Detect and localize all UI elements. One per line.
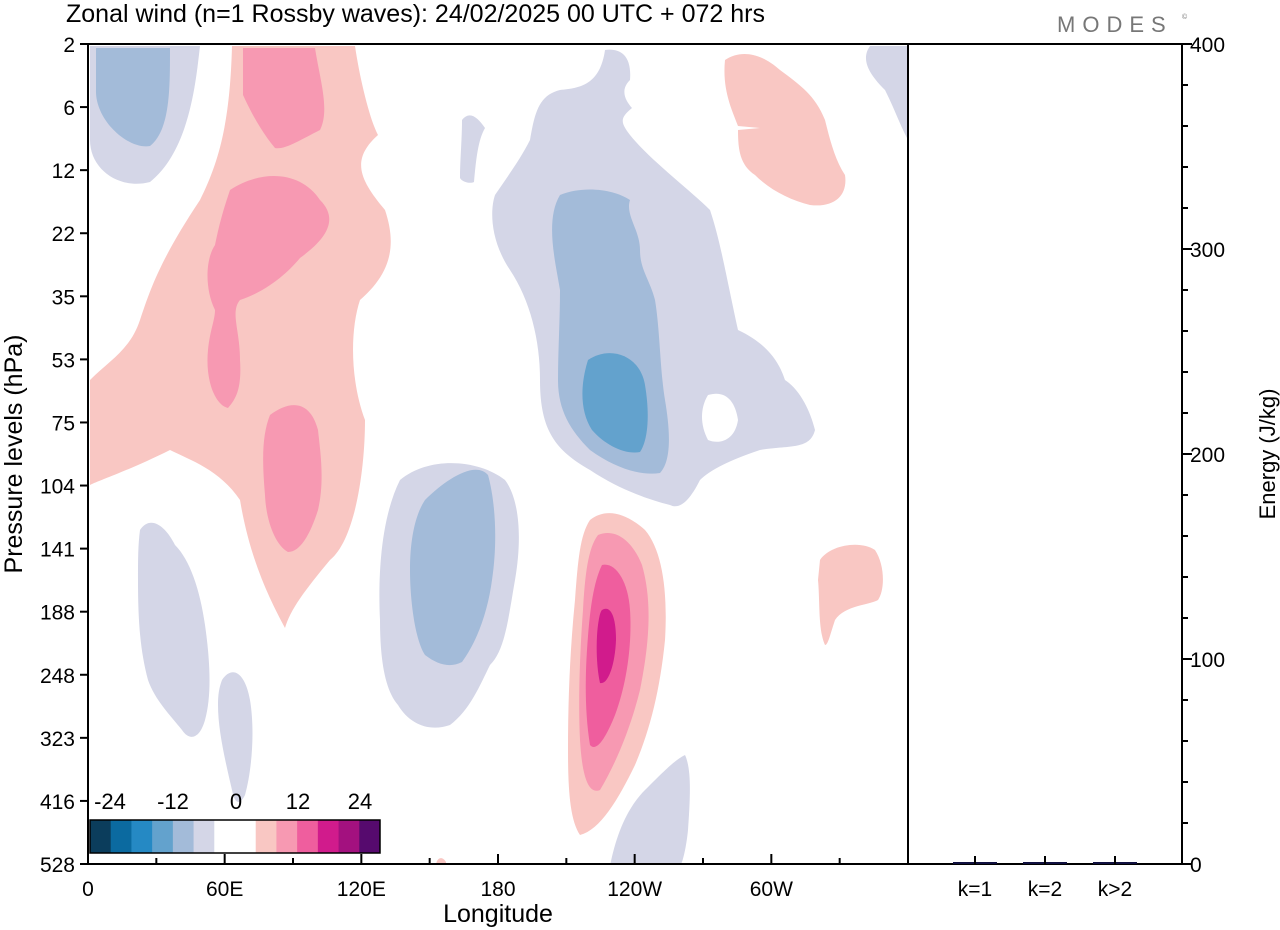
y-tick-label: 22 (52, 223, 75, 246)
y-tick-label: 6 (63, 97, 75, 120)
y-axis-ticks: 2 6 12 22 35 53 75 104 141 188 248 323 416 528 (40, 34, 88, 877)
energy-bar-label: k>2 (1098, 878, 1132, 901)
contour-pos-4-east (818, 544, 883, 645)
colorbar-swatch (214, 820, 236, 853)
contour-pos-16-jet (596, 608, 616, 684)
contour-neg-8 (95, 48, 170, 147)
contour-pos-8-lower (263, 405, 322, 552)
colorbar-swatch (255, 820, 277, 853)
energy-tick-label: 200 (1190, 444, 1225, 467)
contour-pos-8-middle (207, 176, 330, 408)
colorbar-swatch (172, 820, 195, 853)
y-tick-label: 53 (52, 349, 75, 372)
colorbar-swatch (152, 820, 174, 853)
y-axis-label: Pressure levels (hPa) (0, 335, 28, 574)
energy-axis: 0 100 200 300 400 (1182, 34, 1225, 877)
energy-bars: k=1 k=2 k>2 (953, 856, 1137, 901)
x-tick-label: 120W (607, 878, 662, 901)
colorbar-label: 0 (230, 789, 242, 814)
modes-logo-mark: © (1182, 13, 1188, 21)
y-tick-label: 248 (40, 665, 75, 688)
colorbar-swatch (90, 820, 112, 853)
colorbar-frame (89, 819, 381, 854)
x-tick-label: 120E (337, 878, 386, 901)
colorbar-swatch (297, 820, 319, 853)
energy-tick-label: 400 (1190, 34, 1225, 57)
y-tick-label: 528 (40, 854, 75, 877)
colorbar-swatch (317, 820, 340, 853)
y-tick-label: 104 (40, 476, 75, 499)
colorbar-label: 24 (348, 789, 372, 814)
x-axis-label: Longitude (443, 900, 553, 928)
contour-pos-4-tiny (436, 858, 446, 864)
contour-neg-4-strip-a (138, 522, 210, 737)
energy-bar-label: k=2 (1028, 878, 1062, 901)
contour-neg-12-central (582, 353, 648, 453)
contour-neg-4-thin (460, 115, 485, 183)
y-tick-label: 2 (63, 34, 75, 57)
contour-neg-4-notch (702, 393, 738, 442)
energy-tick-label: 0 (1190, 854, 1202, 877)
colorbar-swatch (193, 820, 215, 853)
energy-tick-label: 300 (1190, 239, 1225, 262)
y-tick-label: 141 (40, 539, 75, 562)
modes-logo: MODES (1057, 12, 1173, 37)
colorbar-label: 12 (286, 789, 310, 814)
colorbar-swatch (110, 820, 132, 853)
contour-neg-4-strip-b (218, 672, 253, 802)
y-tick-label: 188 (40, 602, 75, 625)
energy-tick-label: 100 (1190, 649, 1225, 672)
x-tick-label: 60W (750, 878, 793, 901)
colorbar: -24 -12 0 12 24 (89, 789, 381, 854)
contour-neg-4-edge (865, 46, 908, 140)
colorbar-label: -24 (94, 789, 126, 814)
energy-bar-label: k=1 (958, 878, 992, 901)
colorbar-swatch (235, 820, 257, 853)
x-tick-label: 180 (480, 878, 515, 901)
x-axis-ticks: 0 60E 120E 180 120W 60W (82, 854, 841, 901)
y-tick-label: 35 (52, 286, 75, 309)
contour-field (90, 46, 908, 864)
colorbar-swatch (276, 820, 298, 853)
y-tick-label: 12 (52, 160, 75, 183)
contour-pos-4-northeast (724, 54, 846, 206)
colorbar-label: -12 (157, 789, 189, 814)
energy-axis-label: Energy (J/kg) (1255, 389, 1280, 520)
contour-pos-8-upper (243, 48, 325, 149)
x-tick-label: 0 (82, 878, 94, 901)
y-tick-label: 416 (40, 791, 75, 814)
colorbar-swatch (131, 820, 153, 853)
x-tick-label: 60E (206, 878, 243, 901)
colorbar-swatch (359, 820, 381, 853)
contour-neg-4-southeast (610, 755, 690, 864)
y-tick-label: 323 (40, 728, 75, 751)
contour-neg-8-south (410, 469, 496, 666)
y-tick-label: 75 (52, 412, 75, 435)
chart-title: Zonal wind (n=1 Rossby waves): 24/02/202… (66, 0, 765, 28)
colorbar-swatch (338, 820, 360, 853)
